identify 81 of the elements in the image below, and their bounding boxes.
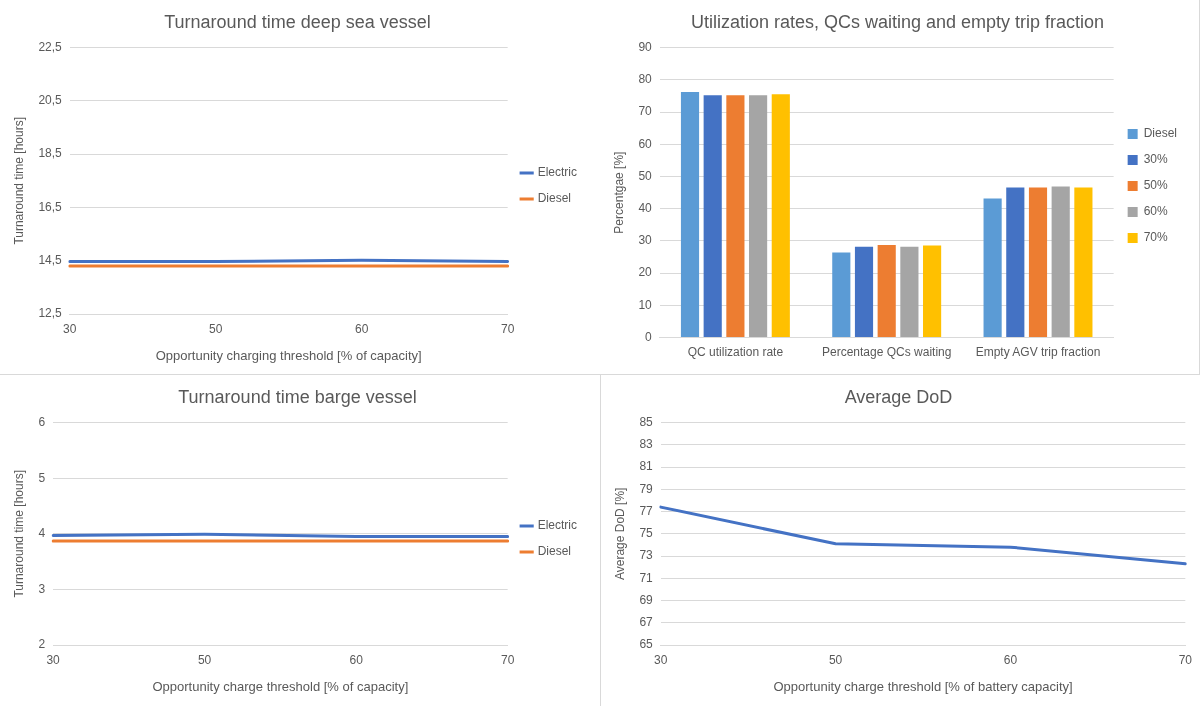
- x-tick-label: 70: [500, 652, 515, 667]
- y-axis-title: Turnaround time [hours]: [11, 469, 26, 598]
- x-tick-label: 70: [1178, 652, 1193, 667]
- x-tick-label: QC utilization rate: [687, 345, 784, 360]
- y-tick-label: 40: [638, 201, 653, 216]
- x-tick-label: 70: [500, 321, 515, 336]
- chart-title: Average DoD: [844, 386, 953, 407]
- y-tick-label: 80: [638, 72, 653, 87]
- legend-label: 60%: [1143, 204, 1168, 219]
- y-tick-label: 14,5: [38, 253, 63, 268]
- bar: [1074, 187, 1093, 338]
- bar: [771, 94, 790, 338]
- legend-label: 70%: [1143, 230, 1168, 245]
- bar: [983, 198, 1002, 338]
- x-tick-label: 50: [197, 652, 212, 667]
- x-axis-title: Opportunity charging threshold [% of capacity]: [155, 347, 422, 363]
- y-tick-label: 90: [638, 39, 653, 54]
- y-tick-label: 12,5: [38, 306, 63, 321]
- y-tick-label: 4: [38, 526, 46, 541]
- bar: [854, 246, 874, 338]
- y-tick-label: 16,5: [38, 199, 63, 214]
- bar: [749, 95, 768, 338]
- bar: [1051, 186, 1070, 338]
- legend-label: Electric: [537, 165, 577, 180]
- y-tick-label: 30: [638, 233, 653, 248]
- legend-label: 50%: [1143, 178, 1168, 193]
- y-tick-label: 3: [38, 581, 46, 596]
- y-tick-label: 85: [639, 414, 654, 429]
- chart-title: Utilization rates, QCs waiting and empty trip fraction: [690, 11, 1105, 32]
- y-tick-label: 73: [639, 548, 654, 563]
- x-tick-label: 30: [654, 652, 668, 667]
- y-tick-label: 50: [638, 168, 653, 183]
- y-tick-label: 0: [645, 329, 653, 344]
- x-tick-label: 60: [355, 321, 369, 336]
- y-tick-label: 69: [639, 592, 654, 607]
- y-tick-label: 6: [38, 414, 46, 429]
- legend-label: Diesel: [1143, 126, 1178, 141]
- bar: [900, 246, 919, 338]
- x-tick-label: 60: [349, 652, 364, 667]
- x-tick-label: 30: [63, 321, 77, 336]
- y-tick-label: 10: [638, 297, 653, 312]
- y-tick-label: 67: [639, 615, 654, 630]
- bar: [1006, 187, 1025, 338]
- y-tick-label: 18,5: [38, 146, 63, 161]
- bar: [923, 245, 942, 338]
- bar: [832, 252, 851, 338]
- bar: [703, 95, 722, 338]
- y-tick-label: 5: [38, 470, 46, 485]
- legend-label: Diesel: [537, 191, 572, 206]
- y-tick-label: 81: [639, 459, 654, 474]
- x-tick-label: Percentage QCs waiting: [822, 345, 952, 360]
- y-tick-label: 65: [639, 637, 654, 652]
- y-tick-label: 2: [38, 637, 46, 652]
- bar: [1028, 187, 1048, 338]
- bar: [726, 95, 745, 338]
- x-axis-title: Opportunity charge threshold [% of capacity]: [152, 678, 409, 694]
- y-tick-label: 20: [638, 265, 653, 280]
- y-axis-title: Percentgae [%]: [611, 151, 626, 234]
- bar: [877, 245, 896, 338]
- y-tick-label: 83: [639, 437, 654, 452]
- legend-label: Electric: [537, 518, 577, 533]
- x-tick-label: 60: [1003, 652, 1018, 667]
- bar: [680, 92, 700, 338]
- y-tick-label: 77: [639, 503, 654, 518]
- legend-label: Diesel: [537, 544, 572, 559]
- y-tick-label: 22,5: [38, 39, 63, 54]
- y-tick-label: 20,5: [38, 93, 63, 108]
- x-axis-title: Opportunity charge threshold [% of battery capacity]: [773, 678, 1073, 694]
- y-tick-label: 70: [638, 104, 653, 119]
- x-tick-label: Empty AGV trip fraction: [975, 345, 1101, 360]
- y-axis-title: Turnaround time [hours]: [11, 116, 26, 245]
- y-axis-title: Average DoD [%]: [612, 487, 627, 581]
- x-tick-label: 50: [209, 321, 223, 336]
- y-tick-label: 79: [639, 481, 654, 496]
- chart-title: Turnaround time barge vessel: [178, 386, 417, 407]
- y-tick-label: 60: [638, 136, 653, 151]
- chart-title: Turnaround time deep sea vessel: [164, 11, 431, 32]
- x-tick-label: 50: [828, 652, 843, 667]
- y-tick-label: 71: [639, 570, 654, 585]
- y-tick-label: 75: [639, 526, 654, 541]
- legend-label: 30%: [1143, 152, 1168, 167]
